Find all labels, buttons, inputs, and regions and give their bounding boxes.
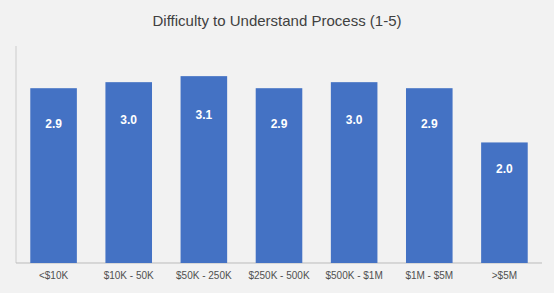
data-label: 2.0 xyxy=(496,162,513,176)
bar xyxy=(481,142,528,263)
bar xyxy=(30,88,77,263)
chart-title: Difficulty to Understand Process (1-5) xyxy=(153,12,402,29)
x-tick-label: <$10K xyxy=(39,270,69,281)
bar xyxy=(406,88,453,263)
chart-svg: Difficulty to Understand Process (1-5) 2.… xyxy=(0,0,554,293)
bar xyxy=(105,82,152,263)
data-label: 2.9 xyxy=(271,117,288,131)
bar xyxy=(181,76,228,263)
bars xyxy=(30,76,527,263)
data-label: 2.9 xyxy=(45,117,62,131)
chart-container: Difficulty to Understand Process (1-5) 2.… xyxy=(0,0,554,293)
page: {"chart_data": {"type": "bar", "title": … xyxy=(0,0,554,293)
bar xyxy=(331,82,378,263)
data-label: 3.0 xyxy=(120,113,137,127)
x-tick-label: $500K - $1M xyxy=(326,270,383,281)
data-label: 3.0 xyxy=(346,113,363,127)
x-tick-label: >$5M xyxy=(492,270,517,281)
x-tick-label: $50K - 250K xyxy=(176,270,232,281)
y-axis-line xyxy=(16,46,17,263)
x-tick-label: $1M - $5M xyxy=(405,270,453,281)
data-label: 3.1 xyxy=(196,108,213,122)
data-label: 2.9 xyxy=(421,117,438,131)
x-tick-label: $10K - 50K xyxy=(104,270,154,281)
x-tick-label: $250K - 500K xyxy=(248,270,309,281)
bar xyxy=(256,88,303,263)
